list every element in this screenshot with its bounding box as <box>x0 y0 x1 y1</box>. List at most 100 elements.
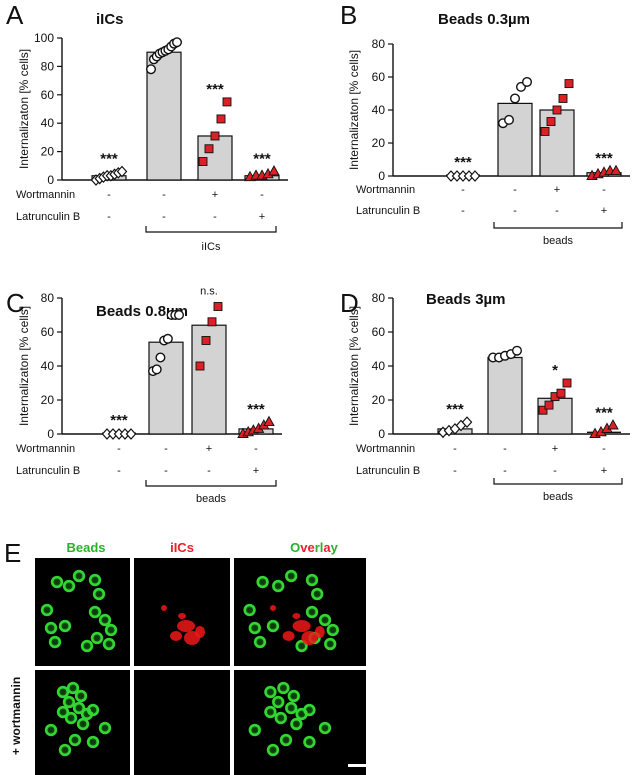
condition-value: - <box>602 443 606 455</box>
y-axis-label: Internalizaton [% cells] <box>347 306 361 426</box>
micrograph-content <box>44 681 112 757</box>
bead <box>295 639 308 653</box>
data-point <box>546 117 556 127</box>
bead-core <box>289 705 294 711</box>
bead <box>272 579 285 593</box>
bead-core <box>62 623 68 629</box>
condition-label: Latrunculin B <box>16 211 80 223</box>
bead <box>66 681 80 695</box>
data-point <box>562 378 572 388</box>
y-tick-label: 20 <box>41 145 55 159</box>
bead <box>40 603 54 617</box>
bead <box>266 743 280 757</box>
condition-value: - <box>453 443 457 455</box>
bead <box>264 705 277 719</box>
condition-value: - <box>513 205 517 217</box>
bead-core <box>92 577 98 583</box>
data-point <box>538 405 548 415</box>
bead <box>72 701 86 715</box>
bead <box>58 619 72 633</box>
significance-label: *** <box>595 405 613 422</box>
bead-core <box>281 685 286 691</box>
chart-title: iICs <box>96 11 124 28</box>
bar <box>537 397 573 435</box>
bead-core <box>80 721 86 727</box>
condition-value: - <box>117 443 121 455</box>
bead-core <box>62 747 68 753</box>
scale-bar <box>348 764 368 767</box>
condition-label: Wortmannin <box>356 184 415 196</box>
bead-core <box>268 709 273 715</box>
chart-title: Beads 0.3µm <box>438 11 530 28</box>
bead-core <box>70 685 76 691</box>
bead <box>76 717 90 731</box>
data-point <box>544 400 554 410</box>
iic-blob <box>292 620 311 632</box>
bead-core <box>52 639 58 645</box>
y-axis-label: Internalizaton [% cells] <box>347 50 361 170</box>
micrograph-content <box>161 605 205 645</box>
iic-blob <box>161 605 167 611</box>
condition-value: - <box>207 465 211 477</box>
micrograph-content <box>243 569 340 653</box>
data-point <box>195 361 205 371</box>
bead-core <box>90 739 96 745</box>
bead-core <box>294 721 299 727</box>
condition-value: - <box>553 465 557 477</box>
bead <box>256 575 269 589</box>
bead <box>64 711 78 725</box>
data-point <box>155 352 166 363</box>
bead-core <box>252 727 257 733</box>
condition-value: - <box>213 211 217 223</box>
group-bracket <box>145 226 277 233</box>
bead <box>324 637 337 651</box>
bead-core <box>60 709 66 715</box>
bar <box>148 341 184 435</box>
bead <box>88 605 102 619</box>
bead-core <box>108 627 114 633</box>
significance-label: *** <box>454 154 472 171</box>
bead <box>274 711 287 725</box>
condition-value: - <box>107 211 111 223</box>
bead-core <box>90 707 96 713</box>
iic-blob <box>292 613 301 619</box>
group-bracket <box>493 478 623 485</box>
y-tick-label: 20 <box>372 393 386 407</box>
data-point <box>564 79 574 89</box>
bead <box>48 635 62 649</box>
data-point <box>512 345 523 356</box>
y-tick-label: 20 <box>372 136 386 150</box>
bead-core <box>322 725 328 731</box>
bead <box>253 635 267 649</box>
panel-letter: A <box>6 0 24 30</box>
bead <box>264 685 277 699</box>
bead <box>305 573 319 587</box>
iic-blob <box>177 620 195 632</box>
y-tick-label: 0 <box>47 427 54 441</box>
bead-core <box>283 737 289 743</box>
condition-value: + <box>206 443 212 455</box>
panel-letter: C <box>6 288 25 318</box>
condition-value: - <box>254 443 258 455</box>
y-tick-label: 80 <box>372 37 386 51</box>
bead-core <box>94 635 100 641</box>
chart-title: Beads 3µm <box>426 291 506 308</box>
bead <box>303 703 316 717</box>
bead-core <box>315 591 320 597</box>
group-label: beads <box>543 491 573 503</box>
bead <box>277 681 290 695</box>
data-point <box>210 131 220 141</box>
condition-value: + <box>554 184 560 196</box>
condition-value: - <box>461 184 465 196</box>
bead <box>56 705 70 719</box>
overlay-label-part: y <box>331 540 339 555</box>
data-point <box>552 105 562 115</box>
bead <box>74 689 88 703</box>
y-tick-label: 40 <box>41 116 55 130</box>
data-point <box>216 114 226 124</box>
bead-core <box>328 641 333 647</box>
y-tick-label: 60 <box>372 325 386 339</box>
bead <box>72 569 86 583</box>
bead-core <box>76 573 82 579</box>
